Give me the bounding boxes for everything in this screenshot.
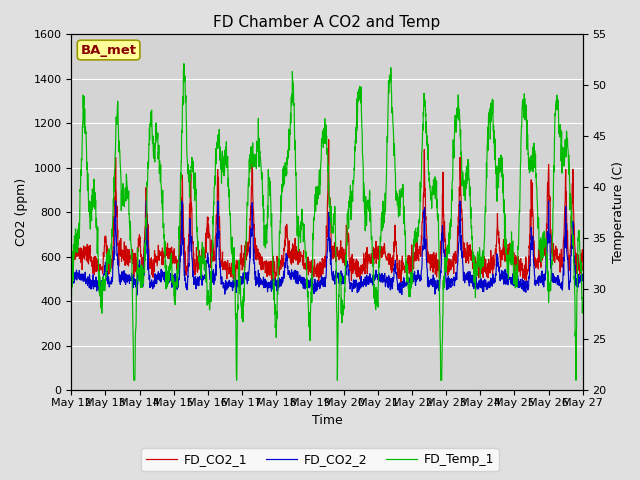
Y-axis label: Temperature (C): Temperature (C) [612, 161, 625, 263]
Title: FD Chamber A CO2 and Temp: FD Chamber A CO2 and Temp [213, 15, 440, 30]
Y-axis label: CO2 (ppm): CO2 (ppm) [15, 178, 28, 246]
Text: BA_met: BA_met [81, 44, 136, 57]
Legend: FD_CO2_1, FD_CO2_2, FD_Temp_1: FD_CO2_1, FD_CO2_2, FD_Temp_1 [141, 448, 499, 471]
X-axis label: Time: Time [312, 414, 342, 427]
